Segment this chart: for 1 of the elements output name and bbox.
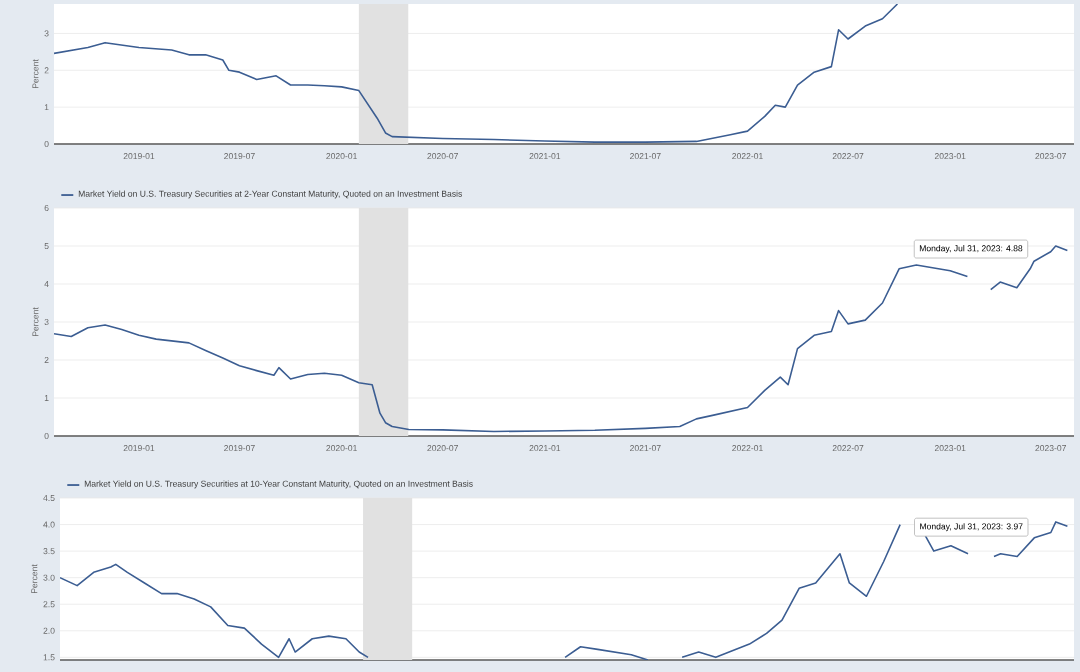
line-series <box>54 3 899 143</box>
